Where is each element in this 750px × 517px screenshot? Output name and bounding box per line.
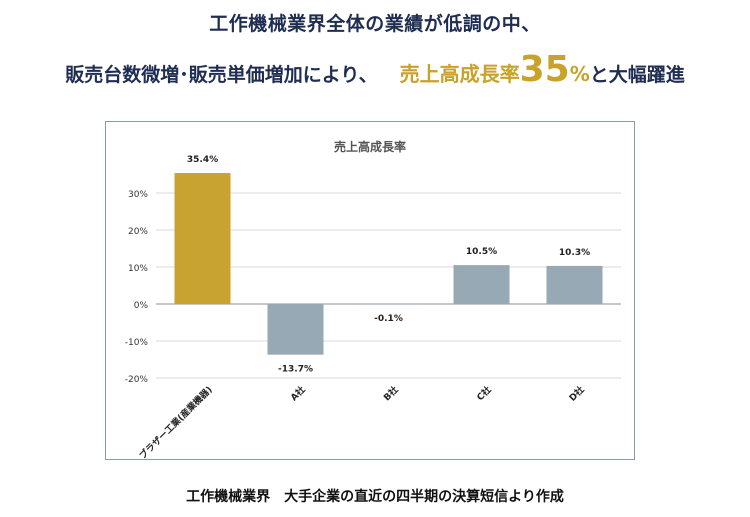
- chart-title: 売上高成長率: [334, 139, 406, 154]
- headline-percent: %: [569, 62, 590, 86]
- bar: [453, 265, 510, 304]
- y-tick-label: 20%: [128, 227, 148, 237]
- data-label: 35.4%: [187, 155, 218, 165]
- category-label: C社: [474, 384, 494, 404]
- data-label: 10.3%: [559, 248, 590, 258]
- chart-frame: 売上高成長率 30% 20% 10% 0% -10% -20% 35.4% ブラザー工業(産業機…: [105, 121, 635, 460]
- y-tick-label: 0%: [134, 301, 149, 311]
- bar: [546, 265, 603, 304]
- bar: [174, 173, 231, 304]
- category-label: ブラザー工業(産業機器): [137, 384, 215, 459]
- data-label: -0.1%: [374, 314, 403, 324]
- footer-note: 工作機械業界 大手企業の直近の四半期の決算短信より作成: [186, 489, 564, 505]
- headline-number: 35: [519, 49, 570, 90]
- y-tick-label: 10%: [128, 264, 148, 274]
- headline-lead: 販売台数微増･販売単価増加により、: [65, 64, 378, 86]
- category-label: D社: [566, 384, 586, 404]
- headline-tail: と大幅躍進: [589, 64, 685, 86]
- bar: [267, 304, 324, 355]
- y-tick-label: -20%: [125, 375, 149, 385]
- headline-line1: 工作機械業界全体の業績が低調の中、: [209, 13, 541, 35]
- category-label: A社: [288, 384, 308, 404]
- y-tick-label: -10%: [125, 338, 149, 348]
- category-label: B社: [381, 384, 401, 404]
- headline-highlight: 売上高成長率: [399, 62, 520, 86]
- y-tick-label: 30%: [128, 190, 148, 200]
- headline-line2: 販売台数微増･販売単価増加により、 売上高成長率 35 % と大幅躍進: [0, 52, 750, 98]
- data-label: 10.5%: [466, 247, 497, 257]
- data-label: -13.7%: [278, 365, 313, 375]
- bar-chart: 売上高成長率 30% 20% 10% 0% -10% -20% 35.4% ブラザー工業(産業機…: [125, 139, 621, 459]
- bar: [360, 304, 417, 305]
